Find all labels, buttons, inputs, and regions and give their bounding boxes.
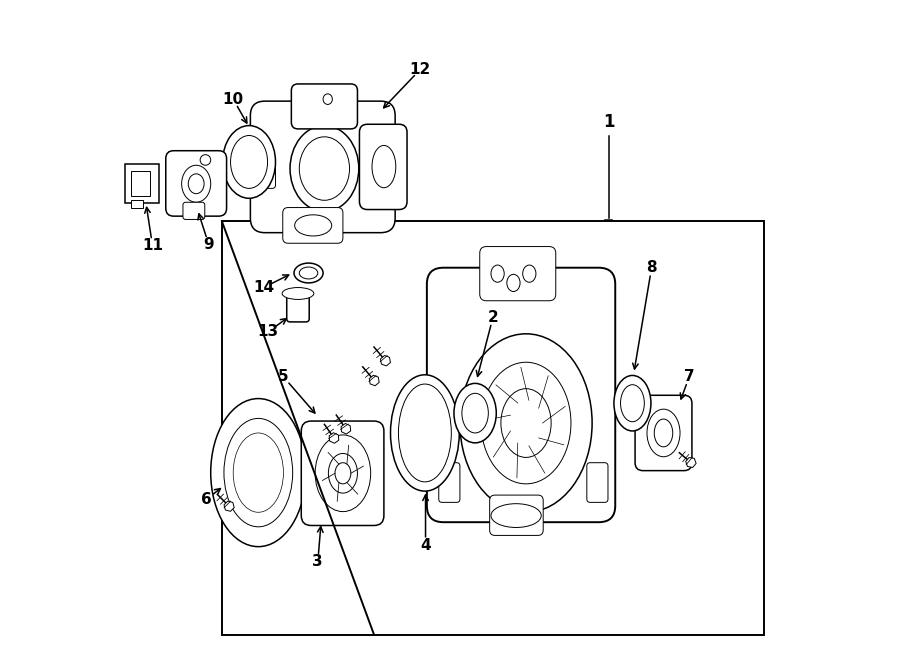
Bar xyxy=(131,171,150,196)
Text: 7: 7 xyxy=(684,369,695,384)
Ellipse shape xyxy=(391,375,459,491)
Ellipse shape xyxy=(222,126,275,198)
FancyBboxPatch shape xyxy=(480,247,556,301)
Bar xyxy=(222,221,764,635)
Polygon shape xyxy=(341,424,351,434)
Text: 11: 11 xyxy=(142,239,163,253)
Ellipse shape xyxy=(233,433,284,512)
FancyBboxPatch shape xyxy=(359,124,407,210)
Ellipse shape xyxy=(188,174,204,194)
Ellipse shape xyxy=(230,136,267,188)
Ellipse shape xyxy=(614,375,651,431)
FancyBboxPatch shape xyxy=(635,395,692,471)
FancyBboxPatch shape xyxy=(283,208,343,243)
FancyBboxPatch shape xyxy=(166,151,227,216)
Text: 8: 8 xyxy=(646,260,657,275)
Ellipse shape xyxy=(462,393,489,433)
Circle shape xyxy=(200,155,211,165)
Text: 14: 14 xyxy=(253,280,274,295)
FancyBboxPatch shape xyxy=(287,290,310,322)
FancyBboxPatch shape xyxy=(183,202,205,219)
Text: 4: 4 xyxy=(420,538,431,553)
Ellipse shape xyxy=(328,453,357,493)
FancyBboxPatch shape xyxy=(427,268,616,522)
Ellipse shape xyxy=(300,267,318,279)
Text: 10: 10 xyxy=(222,92,244,106)
Ellipse shape xyxy=(454,383,496,443)
Ellipse shape xyxy=(224,418,292,527)
Ellipse shape xyxy=(282,288,314,299)
Text: 13: 13 xyxy=(257,325,279,339)
Ellipse shape xyxy=(460,334,592,512)
FancyBboxPatch shape xyxy=(257,163,275,188)
Ellipse shape xyxy=(323,94,332,104)
Ellipse shape xyxy=(491,265,504,282)
Bar xyxy=(131,200,143,208)
Ellipse shape xyxy=(290,126,359,212)
Ellipse shape xyxy=(654,419,673,447)
Ellipse shape xyxy=(501,389,551,457)
Ellipse shape xyxy=(252,462,265,483)
Text: 3: 3 xyxy=(312,555,323,569)
Text: 2: 2 xyxy=(488,310,499,325)
Ellipse shape xyxy=(399,384,451,482)
Polygon shape xyxy=(686,457,696,467)
FancyBboxPatch shape xyxy=(302,421,384,525)
Text: 5: 5 xyxy=(278,369,289,384)
Ellipse shape xyxy=(507,274,520,292)
Ellipse shape xyxy=(300,137,349,200)
Ellipse shape xyxy=(491,504,541,527)
Text: 1: 1 xyxy=(603,113,615,132)
FancyBboxPatch shape xyxy=(250,101,395,233)
FancyBboxPatch shape xyxy=(439,463,460,502)
Polygon shape xyxy=(329,433,338,444)
Ellipse shape xyxy=(211,399,306,547)
Ellipse shape xyxy=(372,145,396,188)
Ellipse shape xyxy=(244,450,273,495)
Ellipse shape xyxy=(482,362,571,484)
Ellipse shape xyxy=(647,409,680,457)
Ellipse shape xyxy=(523,265,536,282)
Ellipse shape xyxy=(294,215,332,236)
FancyBboxPatch shape xyxy=(125,164,159,203)
Ellipse shape xyxy=(335,463,351,484)
Text: 12: 12 xyxy=(410,62,431,77)
Ellipse shape xyxy=(620,385,644,422)
Polygon shape xyxy=(224,501,234,512)
Text: 9: 9 xyxy=(203,237,214,252)
Polygon shape xyxy=(369,375,379,386)
Polygon shape xyxy=(381,356,391,366)
Ellipse shape xyxy=(294,263,323,283)
FancyBboxPatch shape xyxy=(292,84,357,129)
FancyBboxPatch shape xyxy=(587,463,608,502)
FancyBboxPatch shape xyxy=(490,495,544,535)
Ellipse shape xyxy=(182,165,211,202)
Text: 6: 6 xyxy=(202,492,212,506)
